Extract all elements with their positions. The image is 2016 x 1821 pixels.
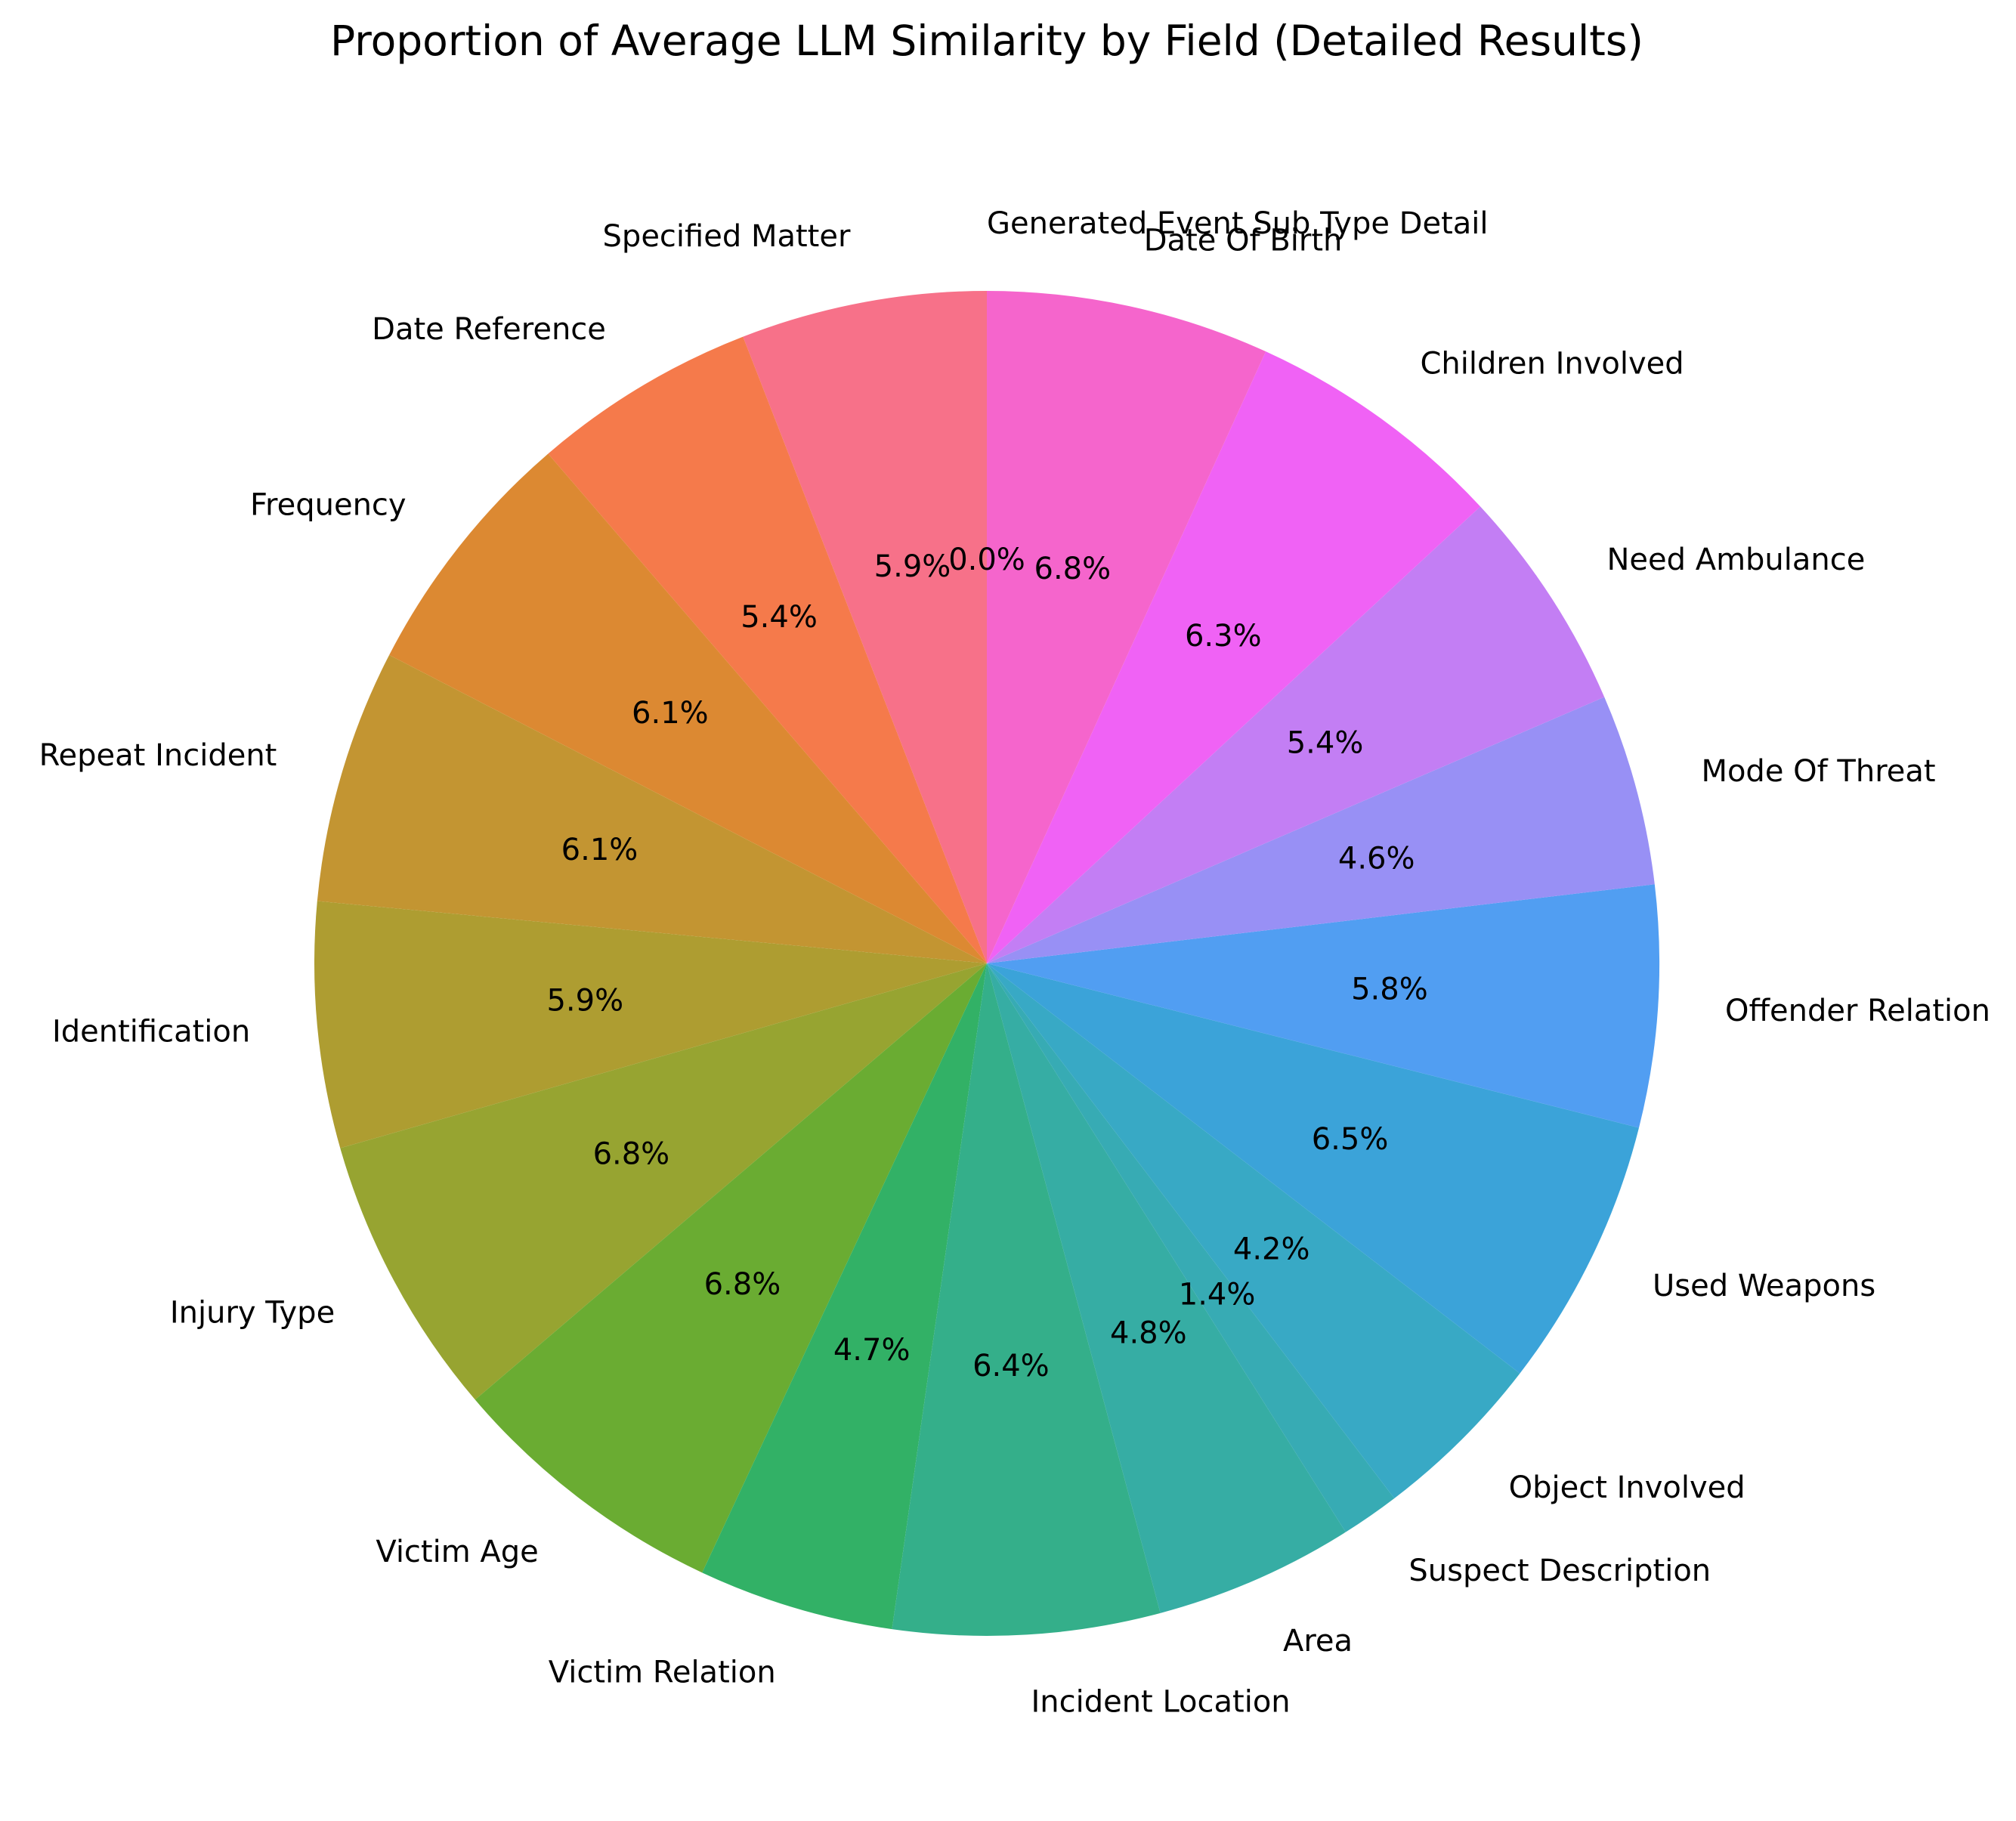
percent-label-generated-event-sub-type-detail: 0.0% <box>948 543 1025 577</box>
slice-specified-matter <box>743 291 987 963</box>
slice-incident-location <box>892 963 1161 1636</box>
slice-suspect-description <box>987 963 1395 1532</box>
slice-offender-relation <box>987 884 1659 1128</box>
percent-label-mode-of-threat: 4.6% <box>1338 841 1415 876</box>
slice-used-weapons <box>987 963 1640 1374</box>
slice-date-of-birth <box>987 291 1266 963</box>
percent-label-children-involved: 6.3% <box>1185 619 1262 654</box>
percent-label-suspect-description: 1.4% <box>1179 1278 1256 1312</box>
percent-label-date-reference: 5.4% <box>741 600 818 635</box>
slice-children-involved <box>987 351 1481 964</box>
slice-repeat-incident <box>317 654 987 963</box>
percent-label-injury-type: 6.8% <box>593 1136 670 1171</box>
percent-label-specified-matter: 5.9% <box>874 549 951 584</box>
category-labels: Generated Event Sub Type Detail Specified… <box>39 206 1990 1719</box>
category-label-victim-age: Victim Age <box>376 1535 538 1569</box>
percent-label-offender-relation: 5.8% <box>1351 972 1428 1006</box>
percent-label-object-involved: 4.2% <box>1233 1232 1310 1266</box>
chart-title: Proportion of Average LLM Similarity by … <box>330 17 1643 65</box>
percent-label-date-of-birth: 6.8% <box>1034 552 1112 586</box>
category-label-mode-of-threat: Mode Of Threat <box>1701 754 1935 789</box>
category-label-need-ambulance: Need Ambulance <box>1606 543 1865 577</box>
percent-label-need-ambulance: 5.4% <box>1287 726 1364 761</box>
category-label-specified-matter: Specified Matter <box>603 219 851 254</box>
category-label-children-involved: Children Involved <box>1420 347 1684 382</box>
percent-label-victim-relation: 4.7% <box>833 1333 911 1368</box>
percent-label-area: 4.8% <box>1110 1316 1187 1350</box>
category-label-date-of-birth: Date Of Birth <box>1144 223 1343 258</box>
slice-date-reference <box>548 336 987 963</box>
percent-label-identification: 5.9% <box>546 983 623 1018</box>
slice-object-involved <box>987 963 1520 1498</box>
slice-mode-of-threat <box>987 697 1655 963</box>
percent-label-incident-location: 6.4% <box>972 1349 1050 1384</box>
category-label-injury-type: Injury Type <box>170 1296 335 1331</box>
category-label-area: Area <box>1283 1624 1353 1659</box>
category-label-frequency: Frequency <box>250 487 407 522</box>
slice-area <box>987 963 1346 1613</box>
category-label-suspect-description: Suspect Description <box>1408 1554 1711 1588</box>
category-label-repeat-incident: Repeat Incident <box>39 738 277 773</box>
category-label-generated-event-sub-type-detail: Generated Event Sub Type Detail <box>987 206 1489 241</box>
percent-label-frequency: 6.1% <box>632 696 709 731</box>
slice-need-ambulance <box>987 506 1605 963</box>
category-label-incident-location: Incident Location <box>1031 1684 1290 1719</box>
pie-slices <box>314 291 1659 1636</box>
slice-victim-age <box>475 963 987 1573</box>
category-label-offender-relation: Offender Relation <box>1725 994 1990 1028</box>
slice-victim-relation <box>702 963 987 1630</box>
slice-identification <box>314 901 988 1149</box>
percent-label-victim-age: 6.8% <box>704 1267 781 1302</box>
percent-label-repeat-incident: 6.1% <box>561 833 639 867</box>
slice-frequency <box>389 453 987 963</box>
slice-injury-type <box>340 963 987 1400</box>
category-label-date-reference: Date Reference <box>372 312 606 347</box>
category-label-used-weapons: Used Weapons <box>1653 1269 1875 1303</box>
category-label-victim-relation: Victim Relation <box>549 1655 776 1690</box>
percent-labels: 0.0%5.9%5.4%6.1%6.1%5.9%6.8%6.8%4.7% 6.4%… <box>546 543 1427 1384</box>
category-label-identification: Identification <box>52 1015 250 1050</box>
percent-label-used-weapons: 6.5% <box>1312 1122 1389 1157</box>
category-label-object-involved: Object Involved <box>1509 1470 1745 1505</box>
